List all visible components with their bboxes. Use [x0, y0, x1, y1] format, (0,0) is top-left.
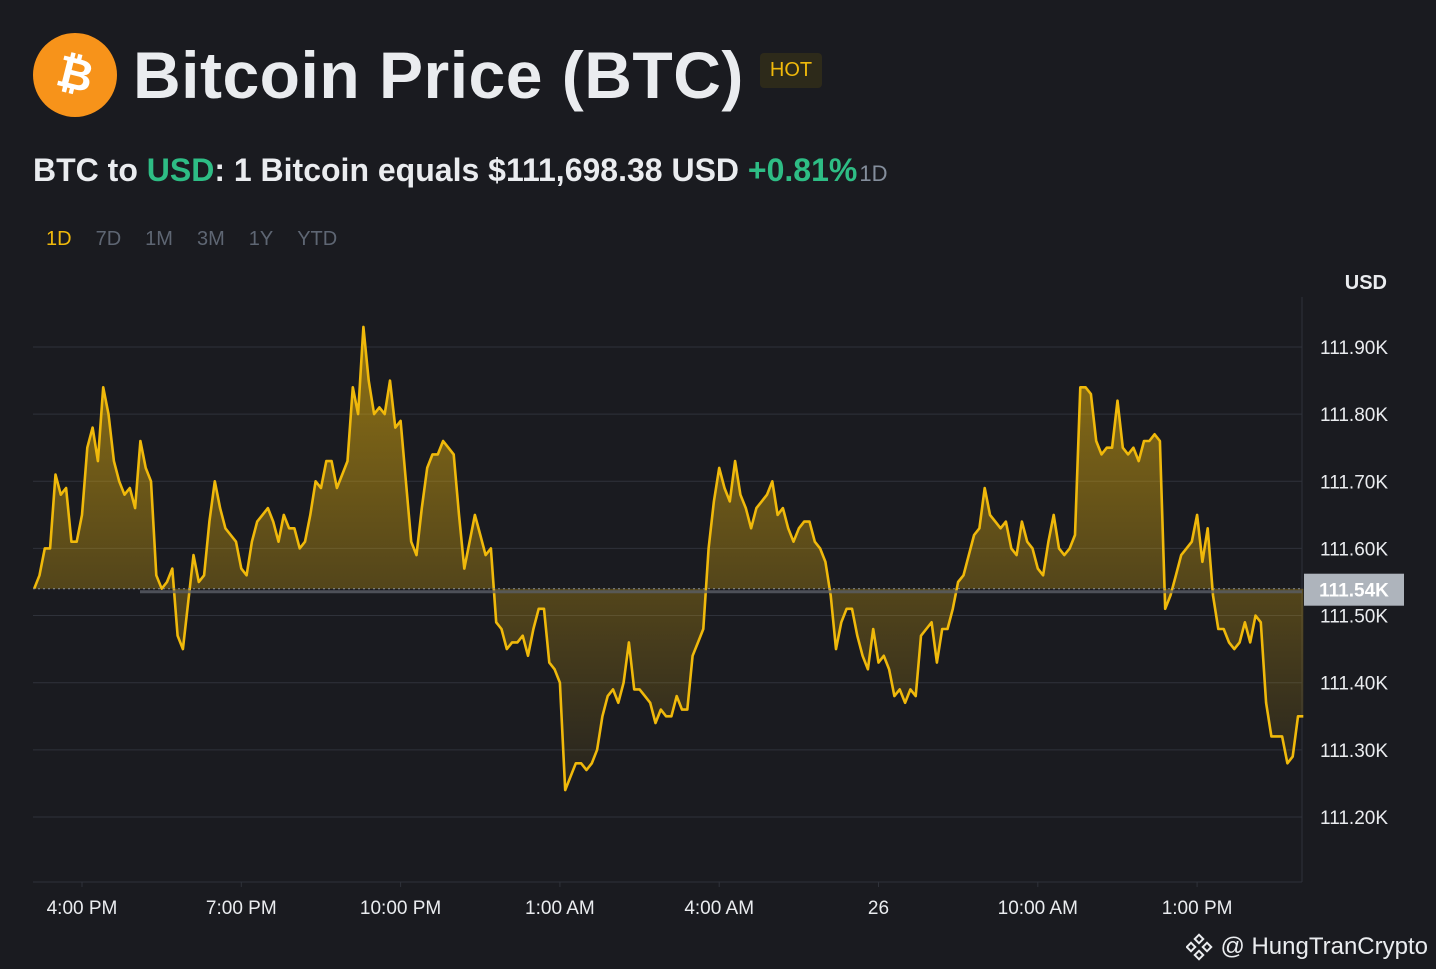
tab-1y[interactable]: 1Y — [248, 228, 274, 250]
watermark-text: @ HungTranCrypto — [1220, 933, 1428, 960]
watermark: @ HungTranCrypto — [1186, 933, 1428, 961]
y-tick-label: 111.90K — [1320, 338, 1388, 359]
y-tick-label: 111.40K — [1320, 674, 1388, 695]
x-tick-label: 26 — [868, 898, 889, 919]
tab-7d[interactable]: 7D — [95, 228, 122, 250]
baseline-price-label: 111.54K — [1319, 581, 1389, 602]
price-change: +0.81% — [747, 152, 858, 188]
change-period: 1D — [859, 161, 888, 186]
timeframe-tabs: 1D 7D 1M 3M 1Y YTD — [34, 224, 349, 255]
x-tick-label: 4:00 PM — [47, 898, 118, 919]
price-summary: BTC to USD: 1 Bitcoin equals $111,698.38… — [33, 152, 887, 189]
equals-text: : 1 Bitcoin equals $111,698.38 USD — [214, 152, 748, 188]
pair-quote[interactable]: USD — [146, 152, 215, 188]
tab-ytd[interactable]: YTD — [297, 228, 338, 250]
y-tick-label: 111.50K — [1320, 607, 1388, 628]
page-header: ₿ Bitcoin Price (BTC) HOT — [33, 33, 823, 117]
hot-badge: HOT — [759, 52, 823, 88]
x-tick-label: 4:00 AM — [684, 898, 754, 919]
x-tick-label: 7:00 PM — [206, 898, 277, 919]
y-tick-label: 111.20K — [1320, 808, 1388, 829]
tab-1m[interactable]: 1M — [145, 228, 173, 250]
price-line — [32, 325, 1304, 792]
pair-base: BTC to — [33, 152, 147, 188]
x-tick-label: 1:00 PM — [1162, 898, 1233, 919]
bitcoin-icon: ₿ — [33, 33, 117, 117]
x-tick-label: 10:00 AM — [998, 898, 1078, 919]
baseline-price-tag — [1304, 573, 1404, 606]
x-tick-label: 1:00 AM — [525, 898, 595, 919]
binance-logo-icon — [1186, 933, 1214, 961]
tab-1d[interactable]: 1D — [46, 228, 72, 250]
y-axis-unit: USD — [1345, 272, 1387, 294]
y-tick-label: 111.70K — [1320, 472, 1388, 493]
price-area-fill — [34, 326, 1304, 791]
tab-3m[interactable]: 3M — [196, 228, 225, 250]
page-title: Bitcoin Price (BTC) — [133, 38, 744, 112]
y-tick-label: 111.80K — [1320, 405, 1388, 426]
x-tick-label: 10:00 PM — [360, 898, 441, 919]
y-tick-label: 111.60K — [1320, 539, 1388, 560]
y-tick-label: 111.30K — [1320, 741, 1388, 762]
